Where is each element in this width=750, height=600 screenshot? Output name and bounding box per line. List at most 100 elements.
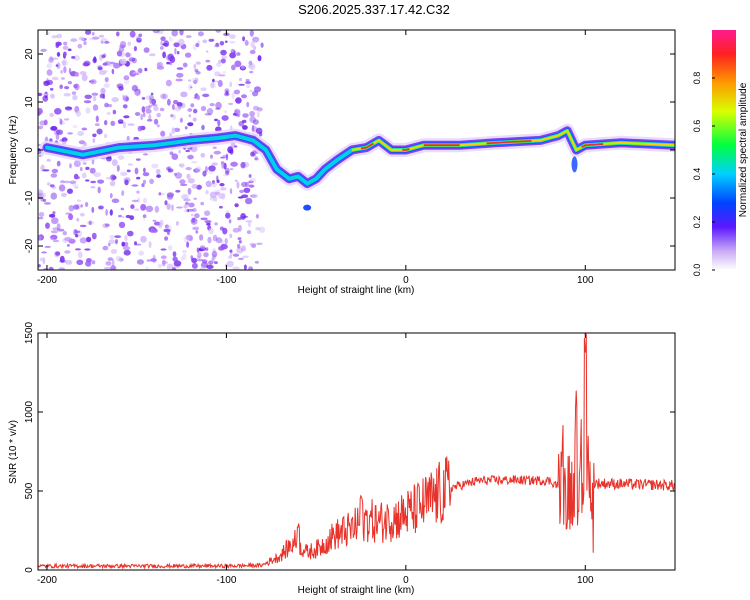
noise-blob [124,234,128,242]
noise-blob [187,108,193,112]
noise-blob [237,196,244,199]
noise-blob [153,221,162,226]
noise-blob [249,242,257,247]
noise-blob [251,125,255,132]
noise-blob [171,204,174,212]
noise-blob [166,263,174,270]
noise-blob [246,230,252,235]
noise-blob [100,87,106,95]
noise-blob [181,194,189,200]
noise-blob [204,166,208,173]
noise-blob [125,96,129,102]
noise-blob [191,262,198,269]
noise-blob [159,107,165,112]
noise-blob [190,255,194,260]
noise-blob [141,96,146,100]
noise-blob [185,167,192,171]
noise-blob [56,160,61,167]
noise-blob [91,32,95,36]
noise-blob [195,230,199,234]
noise-blob [242,36,246,42]
noise-blob [223,162,227,170]
noise-blob [197,252,202,259]
noise-blob [60,69,63,74]
noise-blob [61,192,67,197]
noise-blob [215,42,220,47]
noise-blob [63,51,67,57]
noise-blob [64,86,70,90]
noise-blob [183,204,188,209]
noise-blob [237,237,242,241]
noise-blob [251,243,257,248]
noise-blob [172,251,177,257]
noise-blob [210,82,215,89]
noise-blob [160,248,167,251]
noise-blob [142,218,146,221]
noise-blob [38,212,45,217]
noise-blob [143,197,148,204]
noise-blob [249,89,253,92]
noise-blob [50,173,58,178]
noise-blob [237,243,241,249]
noise-blob [165,79,172,87]
noise-blob [142,153,149,156]
noise-blob [239,189,245,194]
noise-blob [104,102,109,108]
noise-blob [196,247,200,253]
noise-blob [67,48,72,52]
noise-blob [98,205,104,210]
noise-blob [58,184,66,192]
noise-blob [104,41,110,44]
noise-blob [118,214,122,218]
noise-blob [82,62,90,67]
noise-blob [111,159,118,167]
noise-blob [229,52,237,59]
noise-blob [174,48,177,55]
noise-blob [252,36,260,43]
noise-blob [228,219,232,224]
noise-blob [254,38,259,43]
noise-blob [229,188,233,195]
noise-blob [97,66,103,71]
noise-blob [244,40,249,46]
noise-blob [51,168,59,174]
noise-blob [85,179,90,182]
noise-blob [249,30,254,37]
noise-blob [172,114,177,120]
noise-blob [249,177,257,183]
noise-blob [76,259,84,266]
noise-blob [176,129,180,132]
noise-blob [218,74,226,77]
noise-blob [114,235,122,239]
noise-blob [68,205,75,212]
noise-blob [255,227,261,231]
noise-blob [95,115,99,123]
noise-blob [143,167,146,173]
noise-blob [229,249,233,253]
noise-blob [77,43,83,49]
x-tick-label: -200 [37,575,57,586]
noise-blob [192,117,197,122]
noise-blob [154,205,160,213]
noise-blob [89,79,97,85]
noise-blob [178,163,182,167]
noise-blob [120,207,125,211]
noise-blob [161,259,166,267]
noise-blob [38,108,43,115]
noise-blob [202,170,207,177]
noise-blob [152,219,157,222]
noise-blob [159,219,164,227]
noise-blob [115,255,122,262]
noise-blob [158,191,162,196]
noise-blob [212,180,215,185]
noise-blob [56,33,62,39]
snr-xlabel: Height of straight line (km) [298,585,415,596]
noise-blob [148,104,152,108]
noise-blob [220,187,227,191]
noise-blob [193,197,197,200]
noise-blob [205,180,212,188]
noise-blob [166,61,171,65]
noise-blob [142,112,146,118]
noise-blob [110,249,118,254]
noise-blob [250,151,255,157]
